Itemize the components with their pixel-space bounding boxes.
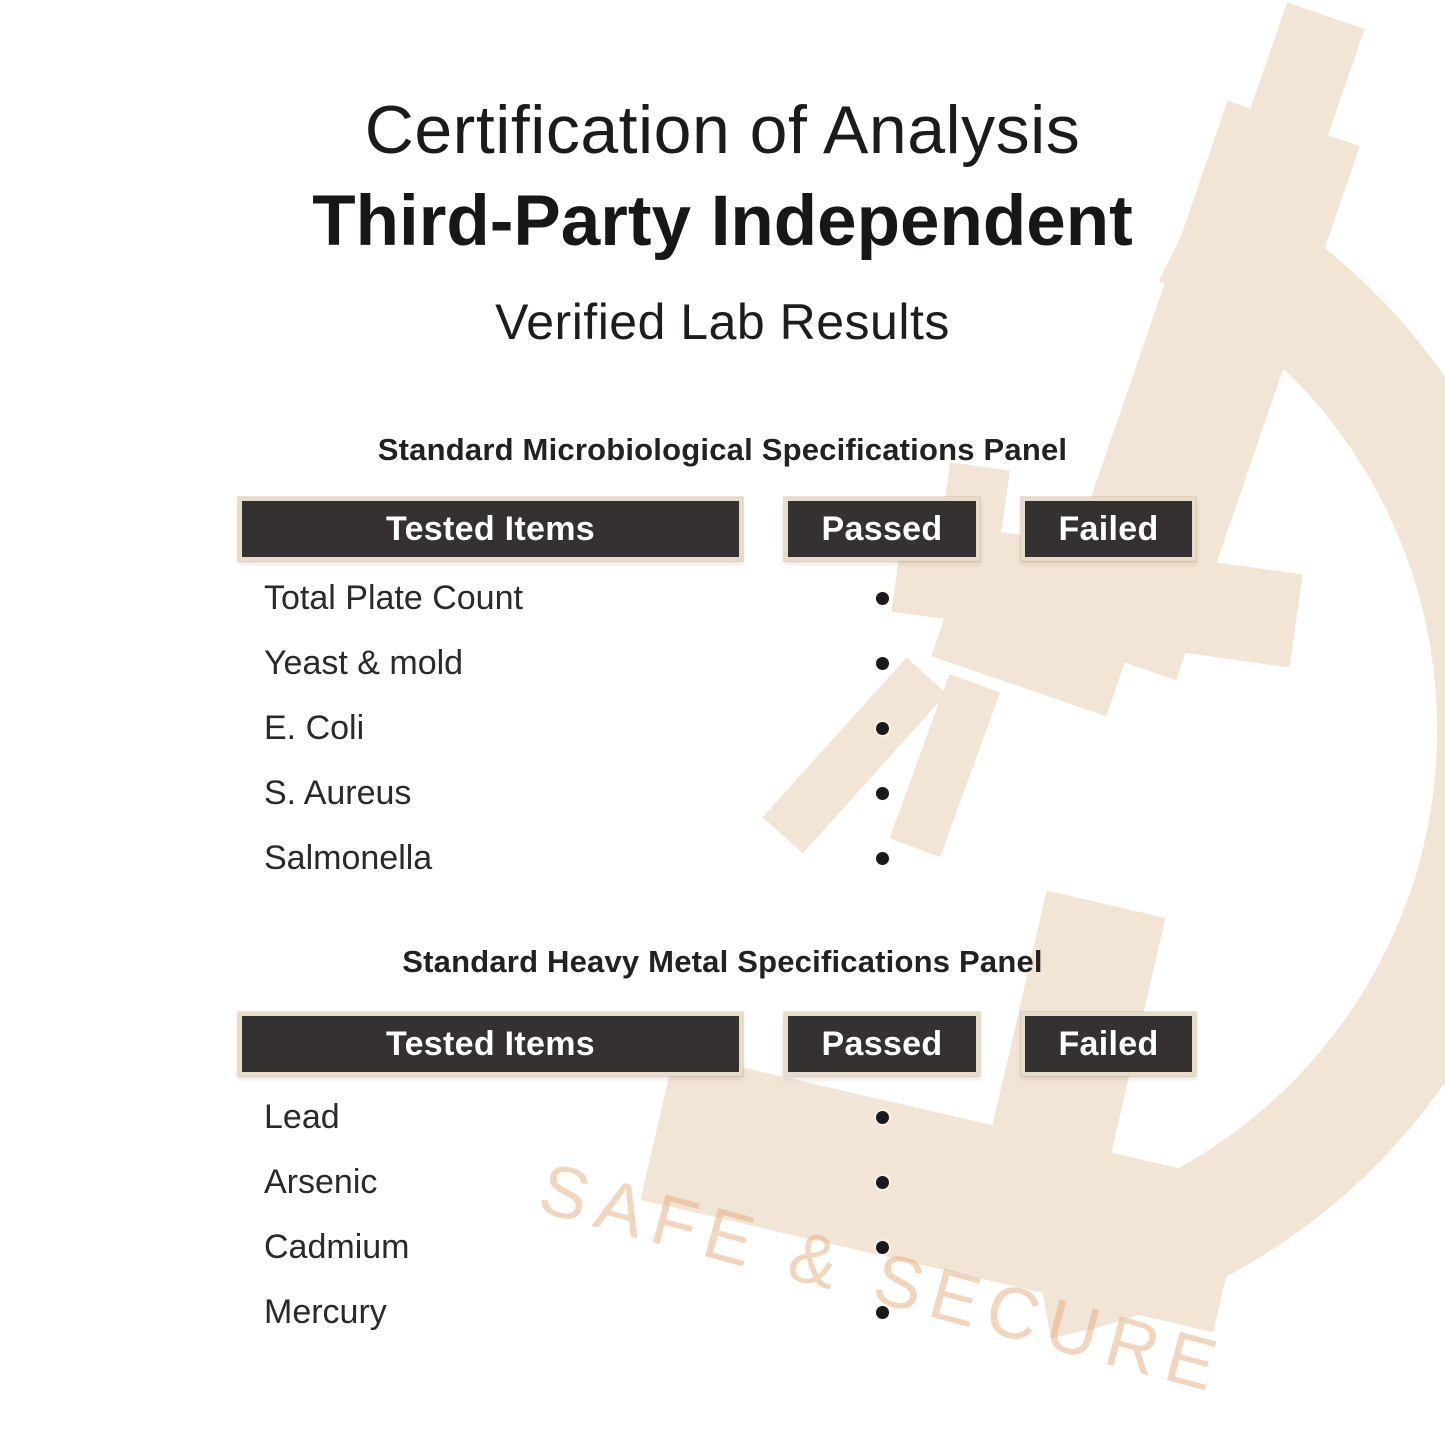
table-row: E. Coli — [238, 696, 1196, 761]
passed-dot — [875, 1241, 889, 1254]
passed-cell — [784, 1150, 980, 1215]
tested-item-label: Yeast & mold — [264, 644, 464, 682]
passed-dot — [875, 1176, 889, 1189]
failed-cell — [1021, 1150, 1196, 1215]
tested-item-label: E. Coli — [264, 709, 365, 747]
failed-header: Failed — [1020, 1011, 1197, 1077]
page-title-line1: Certification of Analysis — [364, 92, 1081, 168]
passed-header: Passed — [783, 1011, 981, 1077]
failed-cell — [1021, 1085, 1196, 1150]
failed-cell — [1021, 761, 1196, 826]
section-title-microbiological: Standard Microbiological Specifications … — [377, 432, 1068, 467]
passed-dot — [875, 592, 889, 605]
tested-item-label: Lead — [264, 1098, 340, 1136]
passed-cell — [784, 761, 980, 826]
failed-cell — [1021, 696, 1196, 761]
table-row: Lead — [238, 1085, 1196, 1150]
passed-cell — [784, 696, 980, 761]
passed-cell — [784, 826, 980, 891]
failed-cell — [1021, 566, 1196, 631]
passed-cell — [784, 631, 980, 696]
table-header-row: Tested Items Passed Failed — [237, 1011, 1197, 1077]
failed-cell — [1021, 631, 1196, 696]
tested-items-header: Tested Items — [237, 1011, 744, 1077]
tested-item-label: Arsenic — [264, 1163, 378, 1201]
table-row: Arsenic — [238, 1150, 1196, 1215]
table-row: Cadmium — [238, 1215, 1196, 1280]
passed-cell — [784, 1215, 980, 1280]
table-row: Yeast & mold — [238, 631, 1196, 696]
table-body-microbiological: Total Plate Count Yeast & mold E. Coli S. A… — [238, 566, 1196, 891]
passed-dot — [875, 1306, 889, 1319]
page-subtitle: Verified Lab Results — [495, 294, 950, 350]
tested-item-label: S. Aureus — [264, 774, 412, 812]
table-row: S. Aureus — [238, 761, 1196, 826]
passed-dot — [875, 852, 889, 865]
failed-cell — [1021, 1280, 1196, 1345]
table-row: Mercury — [238, 1280, 1196, 1345]
page-title-line2: Third-Party Independent — [312, 182, 1133, 261]
passed-dot — [875, 787, 889, 800]
tested-item-label: Mercury — [264, 1293, 387, 1331]
passed-dot — [875, 1111, 889, 1124]
tested-item-label: Salmonella — [264, 839, 433, 877]
table-body-heavy-metal: Lead Arsenic Cadmium Mercury — [238, 1085, 1196, 1345]
table-row: Salmonella — [238, 826, 1196, 891]
passed-cell — [784, 1085, 980, 1150]
tested-item-label: Cadmium — [264, 1228, 410, 1266]
tested-item-label: Total Plate Count — [264, 579, 523, 617]
tested-items-header: Tested Items — [237, 496, 744, 562]
passed-cell — [784, 566, 980, 631]
failed-header: Failed — [1020, 496, 1197, 562]
passed-dot — [875, 657, 889, 670]
table-row: Total Plate Count — [238, 566, 1196, 631]
passed-cell — [784, 1280, 980, 1345]
failed-cell — [1021, 1215, 1196, 1280]
section-title-heavy-metal: Standard Heavy Metal Specifications Pane… — [402, 944, 1043, 979]
passed-dot — [875, 722, 889, 735]
failed-cell — [1021, 826, 1196, 891]
passed-header: Passed — [783, 496, 981, 562]
table-header-row: Tested Items Passed Failed — [237, 496, 1197, 562]
